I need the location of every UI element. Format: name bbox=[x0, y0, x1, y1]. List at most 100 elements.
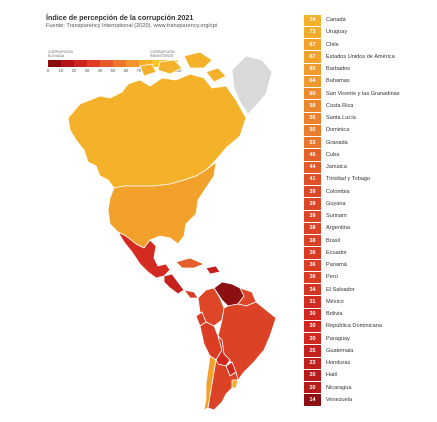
legend-swatch bbox=[100, 60, 113, 67]
ranking-row: 67 Chile bbox=[304, 39, 434, 51]
ranking-row: 56 Santa Lucía bbox=[304, 112, 434, 124]
country-name: Panamá bbox=[326, 262, 347, 269]
ranking-row: 31 México bbox=[304, 296, 434, 308]
country-name: Guyana bbox=[326, 200, 346, 207]
legend-tick-label: 0 bbox=[46, 68, 50, 73]
country-name: Perú bbox=[326, 274, 338, 281]
country-name: Honduras bbox=[326, 360, 351, 367]
map-canada-island-1 bbox=[157, 59, 183, 75]
score-badge: 55 bbox=[304, 124, 321, 136]
country-name: Venezuela bbox=[326, 396, 353, 403]
country-name: Surinam bbox=[326, 213, 347, 220]
map-canada-island-2 bbox=[183, 51, 213, 69]
country-name: Brasil bbox=[326, 237, 340, 244]
ranking-row: 30 República Dominicana bbox=[304, 320, 434, 332]
country-name: Bolivia bbox=[326, 311, 343, 318]
ranking-row: 39 Guyana bbox=[304, 198, 434, 210]
score-badge: 67 bbox=[304, 39, 321, 51]
map-mexico bbox=[117, 231, 171, 279]
country-name: México bbox=[326, 298, 344, 305]
score-badge: 36 bbox=[304, 271, 321, 283]
score-badge: 60 bbox=[304, 88, 321, 100]
map-canada-island-4 bbox=[139, 63, 157, 77]
legend-swatch bbox=[87, 60, 100, 67]
country-name: Costa Rica bbox=[326, 102, 354, 109]
legend-high-label: Corrupción inexistente bbox=[150, 50, 175, 58]
page-title: Índice de percepción de la corrupción 20… bbox=[46, 13, 194, 22]
score-badge: 20 bbox=[304, 369, 321, 381]
score-badge: 30 bbox=[304, 308, 321, 320]
country-name: Estados Unidos de América bbox=[326, 53, 395, 60]
ranking-row: 38 Argentina bbox=[304, 222, 434, 234]
country-name: Dominica bbox=[326, 127, 350, 134]
country-name: Granada bbox=[326, 139, 348, 146]
legend-low-label: Corrupción elevada bbox=[48, 50, 73, 58]
map-uruguay bbox=[231, 379, 239, 389]
legend-tick-label: 20 bbox=[71, 68, 77, 73]
legend-tick-label: 100 bbox=[174, 68, 182, 73]
country-name: El Salvador bbox=[326, 286, 355, 293]
map-central-america bbox=[163, 273, 185, 295]
country-name: Santa Lucía bbox=[326, 115, 356, 122]
legend-tick-label: 50 bbox=[110, 68, 116, 73]
country-name: Jamaica bbox=[326, 164, 347, 171]
ranking-row: 34 El Salvador bbox=[304, 284, 434, 296]
legend-tick-label: 70 bbox=[136, 68, 142, 73]
score-badge: 23 bbox=[304, 357, 321, 369]
score-badge: 44 bbox=[304, 161, 321, 173]
legend-tick-label: 10 bbox=[58, 68, 64, 73]
ranking-row: 23 Honduras bbox=[304, 357, 434, 369]
score-badge: 41 bbox=[304, 173, 321, 185]
map-canada bbox=[67, 73, 247, 189]
score-badge: 36 bbox=[304, 247, 321, 259]
legend-swatch bbox=[74, 60, 87, 67]
ranking-row: 30 Paraguay bbox=[304, 333, 434, 345]
score-badge: 39 bbox=[304, 198, 321, 210]
ranking-row: 55 Dominica bbox=[304, 124, 434, 136]
ranking-row: 30 Bolivia bbox=[304, 308, 434, 320]
country-name: Paraguay bbox=[326, 335, 350, 342]
country-name: Chile bbox=[326, 41, 339, 48]
ranking-row: 25 Guatemala bbox=[304, 345, 434, 357]
ranking-row: 74 Canadá bbox=[304, 14, 434, 26]
ranking-row: 36 Perú bbox=[304, 271, 434, 283]
country-name: Argentina bbox=[326, 225, 350, 232]
legend-swatch bbox=[48, 60, 61, 67]
country-name: Cuba bbox=[326, 151, 340, 158]
ranking-row: 58 Costa Rica bbox=[304, 100, 434, 112]
ranking-row: 46 Cuba bbox=[304, 149, 434, 161]
legend-tick-label: 30 bbox=[84, 68, 90, 73]
map-peru bbox=[199, 321, 223, 361]
country-name: Barbados bbox=[326, 66, 350, 73]
score-badge: 39 bbox=[304, 210, 321, 222]
ranking-row: 20 Nicaragua bbox=[304, 382, 434, 394]
score-badge: 38 bbox=[304, 222, 321, 234]
score-badge: 65 bbox=[304, 63, 321, 75]
score-badge: 30 bbox=[304, 333, 321, 345]
ranking-row: 65 Barbados bbox=[304, 63, 434, 75]
ranking-row: 41 Trinidad y Tobago bbox=[304, 173, 434, 185]
legend-swatch bbox=[61, 60, 74, 67]
ranking-row: 60 San Vicente y las Granadinas bbox=[304, 88, 434, 100]
map-canada-island-3 bbox=[205, 67, 227, 83]
legend-tick-label: 40 bbox=[97, 68, 103, 73]
score-badge: 53 bbox=[304, 137, 321, 149]
ranking-row: 36 Panamá bbox=[304, 259, 434, 271]
score-badge: 64 bbox=[304, 75, 321, 87]
country-name: San Vicente y las Granadinas bbox=[326, 90, 400, 97]
country-name: Ecuador bbox=[326, 249, 347, 256]
ranking-list: 74 Canadá 73 Uruguay 67 Chile 67 Estados Unidos… bbox=[304, 14, 434, 406]
ranking-row: 39 Surinam bbox=[304, 210, 434, 222]
score-badge: 31 bbox=[304, 296, 321, 308]
legend-swatch bbox=[139, 60, 152, 67]
country-name: Uruguay bbox=[326, 29, 348, 36]
americas-map bbox=[67, 51, 277, 411]
ranking-row: 44 Jamaica bbox=[304, 161, 434, 173]
source-note: Fuente: Transparency International (2020… bbox=[46, 23, 218, 29]
legend-swatch bbox=[126, 60, 139, 67]
ranking-row: 14 Venezuela bbox=[304, 394, 434, 406]
score-badge: 46 bbox=[304, 149, 321, 161]
map-greenland bbox=[231, 55, 273, 115]
ranking-row: 39 Colombia bbox=[304, 186, 434, 198]
